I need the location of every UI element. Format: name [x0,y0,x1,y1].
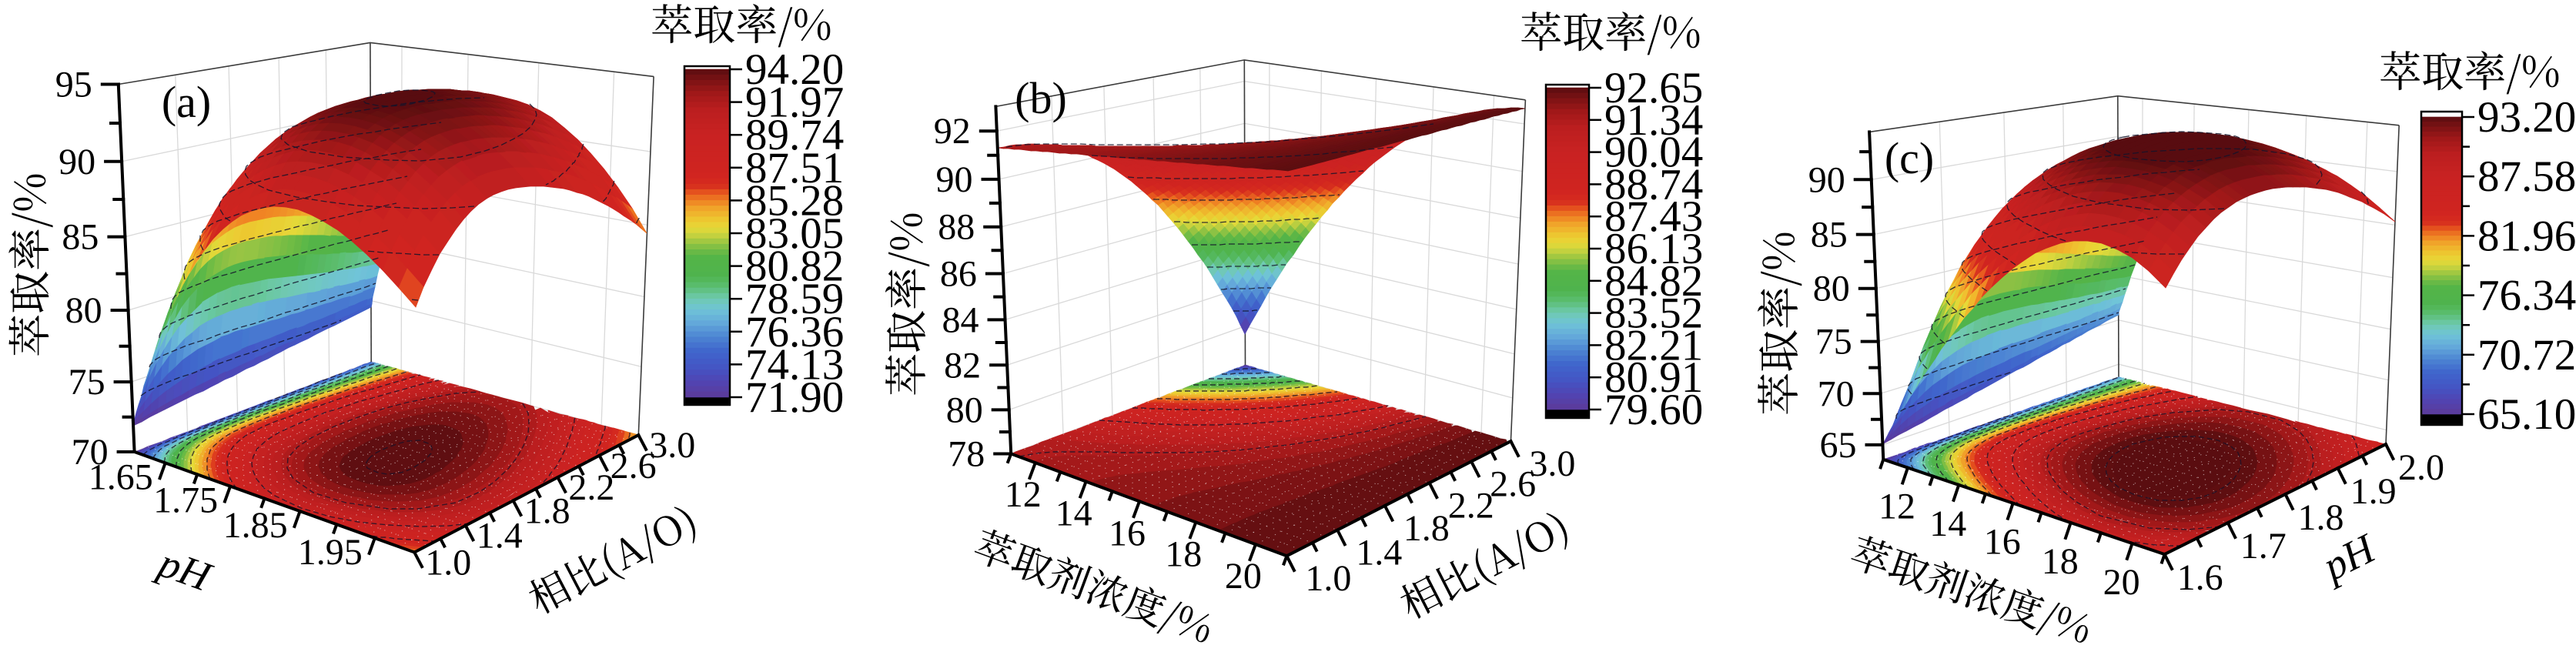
svg-text:1.9: 1.9 [2350,471,2397,512]
svg-text:85: 85 [62,217,99,258]
svg-text:92: 92 [934,111,971,152]
svg-text:70.72: 70.72 [2477,331,2576,379]
svg-text:88: 88 [938,207,975,248]
svg-text:80.91: 80.91 [1604,353,1703,402]
svg-text:2.6: 2.6 [611,446,657,486]
svg-text:(c): (c) [1885,133,1934,183]
svg-text:3.0: 3.0 [1529,443,1575,484]
svg-text:87.58: 87.58 [2477,152,2576,201]
svg-text:85.28: 85.28 [745,176,844,225]
svg-text:65: 65 [1820,425,1857,466]
svg-text:20: 20 [1225,556,1262,597]
svg-text:86: 86 [940,254,977,295]
svg-text:90.04: 90.04 [1604,129,1703,177]
svg-text:89.74: 89.74 [745,111,844,159]
svg-text:87.51: 87.51 [745,144,844,192]
svg-text:(b): (b) [1015,73,1067,123]
svg-text:65.10: 65.10 [2477,390,2576,439]
svg-text:1.8: 1.8 [2298,497,2344,538]
svg-text:83.05: 83.05 [745,209,844,258]
svg-text:71.90: 71.90 [745,373,844,422]
svg-text:82.21: 82.21 [1604,321,1703,369]
svg-text:78: 78 [948,434,985,475]
svg-text:18: 18 [2042,541,2079,582]
svg-text:2.6: 2.6 [1490,464,1536,505]
svg-text:75: 75 [69,362,105,403]
svg-text:74.13: 74.13 [745,340,844,389]
svg-text:76.34: 76.34 [2477,272,2576,320]
svg-text:90: 90 [59,142,95,182]
svg-text:92.65: 92.65 [1604,64,1703,112]
svg-text:14: 14 [1055,493,1092,534]
svg-text:94.20: 94.20 [745,45,844,94]
svg-text:84.82: 84.82 [1604,257,1703,306]
svg-text:1.0: 1.0 [425,543,471,583]
svg-text:82: 82 [944,345,981,386]
svg-text:1.75: 1.75 [153,480,218,521]
svg-text:16: 16 [1109,513,1146,553]
svg-text:90: 90 [1808,159,1845,200]
svg-text:12: 12 [1878,486,1915,527]
svg-text:20: 20 [2103,562,2140,603]
svg-text:1.0: 1.0 [1305,558,1351,599]
svg-text:70: 70 [1818,373,1855,414]
svg-text:84: 84 [942,299,979,340]
svg-text:91.34: 91.34 [1604,96,1703,145]
svg-text:1.65: 1.65 [89,456,153,497]
svg-text:1.4: 1.4 [477,516,523,557]
svg-text:85: 85 [1811,215,1848,256]
svg-text:79.60: 79.60 [1604,386,1703,434]
svg-text:1.6: 1.6 [2177,557,2223,598]
svg-text:93.20: 93.20 [2477,93,2576,142]
svg-text:80: 80 [65,290,102,331]
svg-text:90: 90 [936,159,973,200]
svg-text:80: 80 [1813,269,1850,309]
svg-text:(a): (a) [162,77,211,127]
svg-text:80: 80 [946,390,983,430]
svg-text:2.2: 2.2 [568,467,614,508]
svg-text:78.59: 78.59 [745,275,844,323]
svg-text:81.96: 81.96 [2477,212,2576,260]
svg-text:1.4: 1.4 [1356,533,1402,573]
svg-text:70: 70 [72,432,109,473]
svg-text:18: 18 [1165,533,1202,574]
svg-text:1.8: 1.8 [524,490,570,531]
svg-text:80.82: 80.82 [745,242,844,291]
svg-text:1.85: 1.85 [223,505,288,546]
svg-text:91.97: 91.97 [745,79,844,127]
svg-text:2.0: 2.0 [2398,447,2444,488]
svg-text:88.74: 88.74 [1604,160,1703,209]
svg-text:86.13: 86.13 [1604,225,1703,273]
svg-text:87.43: 87.43 [1604,192,1703,241]
svg-text:76.36: 76.36 [745,308,844,356]
svg-text:75: 75 [1815,322,1852,363]
svg-text:83.52: 83.52 [1604,289,1703,338]
svg-text:1.8: 1.8 [1403,508,1450,549]
svg-text:2.2: 2.2 [1448,485,1494,526]
svg-text:12: 12 [1005,474,1042,515]
svg-text:95: 95 [55,65,92,105]
svg-text:14: 14 [1929,503,1966,544]
svg-text:1.7: 1.7 [2240,526,2287,567]
svg-text:1.95: 1.95 [298,532,363,573]
svg-text:16: 16 [1984,522,2021,563]
svg-text:3.0: 3.0 [649,425,695,466]
